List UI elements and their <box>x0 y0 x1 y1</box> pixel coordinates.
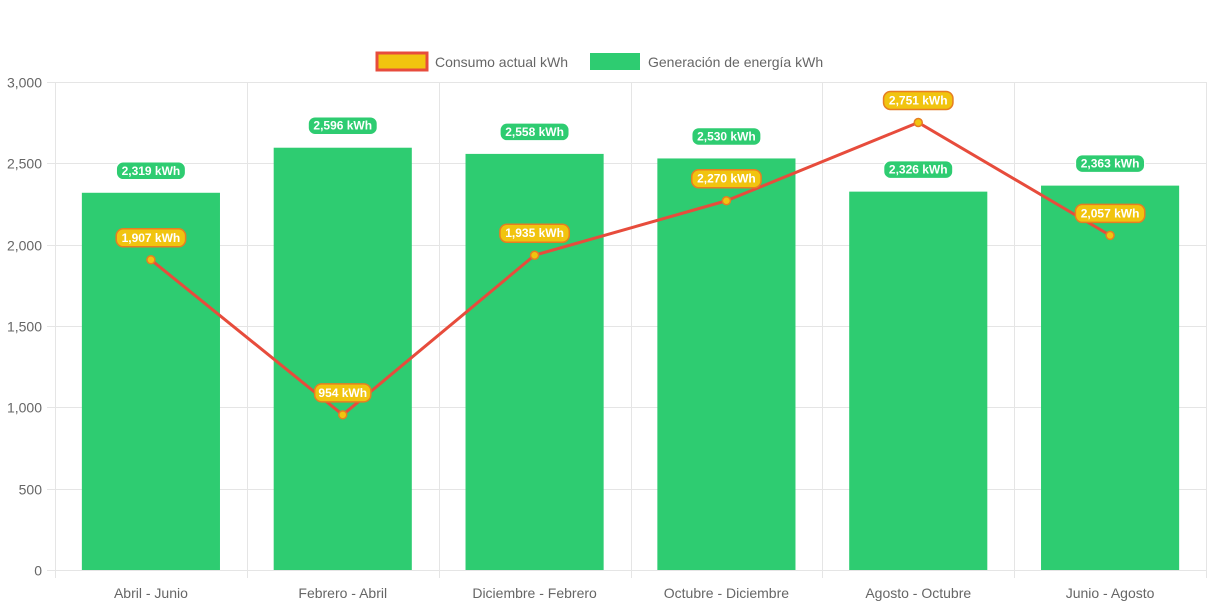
legend-swatch-consumo <box>375 51 429 72</box>
bar-value-label: 2,530 kWh <box>697 129 756 143</box>
grid-layer: 0 500 1,000 1,500 2,000 2,500 3,000 Abril - Jun… <box>7 75 1207 601</box>
bar-value-label: 2,326 kWh <box>889 163 948 177</box>
line-value-label-bg <box>690 168 762 189</box>
x-tick-label: Diciembre - Febrero <box>472 585 597 601</box>
bar-generacion[interactable] <box>657 158 796 570</box>
y-tick-label: 1,500 <box>7 319 42 335</box>
bar-value-label-bg <box>499 122 571 142</box>
bar-generacion[interactable] <box>465 153 604 570</box>
y-tick-label: 0 <box>34 563 42 579</box>
x-tick-label: Junio - Agosto <box>1066 585 1155 601</box>
bar-value-label: 2,596 kWh <box>313 119 372 133</box>
y-tick-label: 2,500 <box>7 156 42 172</box>
bar-generacion[interactable] <box>273 147 412 570</box>
bar-value-label: 2,558 kWh <box>505 125 564 139</box>
x-tick-label: Febrero - Abril <box>298 585 387 601</box>
line-value-label: 954 kWh <box>318 386 367 400</box>
point-consumo[interactable] <box>338 410 348 420</box>
line-value-label-bg <box>313 383 372 403</box>
legend-item-generacion[interactable]: Generación de energía kWh <box>590 53 823 70</box>
line-layer <box>146 117 1115 420</box>
bar-value-label: 2,319 kWh <box>122 164 181 178</box>
point-consumo[interactable] <box>721 195 732 206</box>
legend-item-consumo[interactable]: Consumo actual kWh <box>375 51 568 72</box>
line-value-label: 2,751 kWh <box>889 94 948 108</box>
line-value-label-bg <box>115 228 187 248</box>
line-value-label: 2,057 kWh <box>1081 206 1140 220</box>
bar-value-label-bg <box>115 161 187 181</box>
data-labels-layer: 2,319 kWh 2,596 kWh 2,558 kWh 2,530 kWh 2,32… <box>115 90 1146 403</box>
y-tick-label: 2,000 <box>7 238 42 254</box>
line-value-label: 2,270 kWh <box>697 172 756 186</box>
legend-label-consumo: Consumo actual kWh <box>435 54 568 70</box>
x-tick-label: Agosto - Octubre <box>865 585 971 601</box>
bar-generacion[interactable] <box>81 192 220 570</box>
bars-layer <box>81 147 1180 571</box>
line-value-label-bg <box>499 223 571 243</box>
y-tick-label: 3,000 <box>7 75 42 91</box>
y-tick-label: 1,000 <box>7 400 42 416</box>
bar-value-label-bg <box>882 159 954 180</box>
bar-generacion[interactable] <box>1041 185 1180 571</box>
point-consumo[interactable] <box>913 117 923 128</box>
point-consumo[interactable] <box>529 250 540 260</box>
legend[interactable]: Consumo actual kWh Generación de energía … <box>375 51 823 72</box>
line-value-label: 1,907 kWh <box>122 231 181 245</box>
x-tick-label: Abril - Junio <box>114 585 188 601</box>
legend-swatch-generacion <box>590 53 640 70</box>
line-consumo <box>149 121 1111 417</box>
line-value-label-bg <box>1074 203 1146 224</box>
x-tick-label: Octubre - Diciembre <box>664 585 789 601</box>
point-consumo[interactable] <box>146 255 156 265</box>
bar-generacion[interactable] <box>849 191 988 570</box>
bar-value-label-bg <box>1074 153 1146 174</box>
legend-label-generacion: Generación de energía kWh <box>648 54 823 70</box>
point-consumo[interactable] <box>1105 230 1115 241</box>
bar-value-label-bg <box>307 115 379 136</box>
bar-value-label: 2,363 kWh <box>1081 157 1140 171</box>
y-tick-label: 500 <box>19 482 43 498</box>
line-value-label: 1,935 kWh <box>505 226 564 240</box>
bar-value-label-bg <box>690 126 762 147</box>
line-value-label-bg <box>882 90 954 111</box>
